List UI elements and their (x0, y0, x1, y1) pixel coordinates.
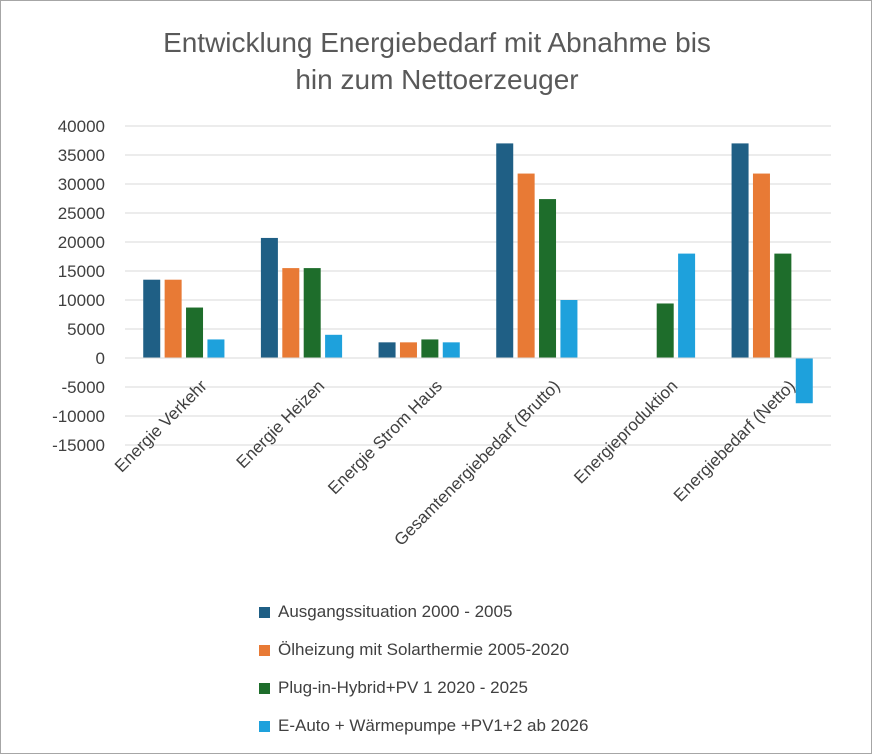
y-tick-label: 20000 (58, 233, 105, 252)
bar (539, 199, 557, 358)
y-axis-ticks: 40000 35000 30000 25000 20000 15000 10000 5000 0… (52, 117, 105, 455)
x-category-label: Energie Heizen (233, 376, 329, 472)
bar (325, 334, 343, 358)
bar (143, 279, 161, 358)
x-category-label: Energieproduktion (570, 376, 681, 487)
legend-item: E-Auto + Wärmepumpe +PV1+2 ab 2026 (259, 707, 819, 745)
legend-label: Ölheizung mit Solarthermie 2005-2020 (278, 640, 570, 659)
gridlines (125, 125, 831, 446)
bar (795, 358, 813, 404)
legend-item: Plug-in-Hybrid+PV 1 2020 - 2025 (259, 669, 819, 707)
bar (442, 342, 460, 358)
x-category-label: Energiebedarf (Netto) (670, 376, 799, 505)
x-category-label: Energie Verkehr (111, 376, 211, 476)
bar (752, 173, 770, 358)
bar (678, 253, 696, 358)
legend-label: Plug-in-Hybrid+PV 1 2020 - 2025 (278, 678, 528, 697)
legend-swatch (259, 606, 270, 618)
y-tick-label: 30000 (58, 175, 105, 194)
y-tick-label: 15000 (58, 262, 105, 281)
bar-chart: Entwicklung Energiebedarf mit Abnahme bi… (52, 27, 831, 550)
y-tick-label: 35000 (58, 146, 105, 165)
bar (421, 339, 439, 358)
legend-label: Ausgangssituation 2000 - 2005 (278, 602, 513, 621)
bar (186, 307, 204, 358)
legend-swatch (259, 644, 270, 656)
bar (164, 279, 182, 358)
bars (143, 143, 813, 404)
legend-label: E-Auto + Wärmepumpe +PV1+2 ab 2026 (278, 716, 589, 735)
x-category-label: Energie Strom Haus (324, 376, 446, 498)
legend-item: Ölheizung mit Solarthermie 2005-2020 (259, 631, 819, 669)
y-tick-label: 25000 (58, 204, 105, 223)
legend: Ausgangssituation 2000 - 2005 Ölheizung … (259, 593, 819, 745)
bar (560, 300, 578, 358)
legend-swatch (259, 682, 270, 694)
bar (378, 342, 396, 358)
y-tick-label: 0 (96, 349, 105, 368)
bar (260, 237, 278, 358)
chart-title-line-2: hin zum Nettoerzeuger (295, 64, 578, 95)
bar (282, 268, 300, 358)
legend-swatch (259, 720, 270, 732)
bar (517, 173, 535, 358)
bar (656, 303, 674, 358)
y-tick-label: -10000 (52, 407, 105, 426)
bar (774, 253, 792, 358)
y-tick-label: 10000 (58, 291, 105, 310)
chart-title-line-1: Entwicklung Energiebedarf mit Abnahme bi… (163, 27, 711, 58)
bar (303, 268, 321, 358)
bar (207, 339, 225, 358)
legend-item: Ausgangssituation 2000 - 2005 (259, 593, 819, 631)
bar (399, 342, 417, 358)
y-tick-label: -5000 (62, 378, 105, 397)
bar (496, 143, 514, 358)
y-tick-label: -15000 (52, 436, 105, 455)
bar (731, 143, 749, 358)
y-tick-label: 5000 (67, 320, 105, 339)
y-tick-label: 40000 (58, 117, 105, 136)
